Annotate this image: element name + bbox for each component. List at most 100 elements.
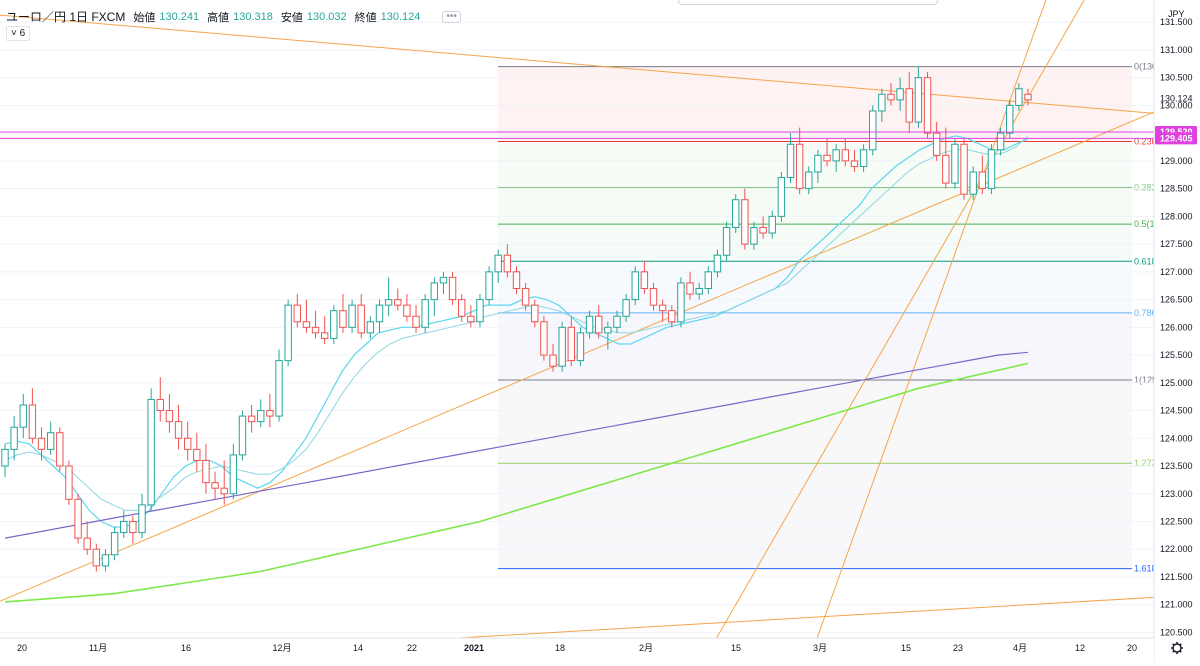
candle-body [969, 171, 977, 195]
candle-body [631, 271, 639, 301]
trendline-steep-1 [716, 0, 1085, 639]
candle-body [129, 520, 137, 534]
symbol-label[interactable]: ユーロ／円 1日 FXCM [6, 10, 126, 24]
time-axis-bg [0, 638, 1154, 661]
fib-band [498, 187, 1132, 225]
candle-body [722, 226, 731, 256]
price-tick-label: 121.500 [1160, 572, 1193, 582]
trendline-resistance [0, 14, 1155, 114]
candle-body [521, 287, 530, 306]
indicator-toggle[interactable]: ˅ 6 [6, 26, 31, 41]
price-tick-label: 129.000 [1160, 156, 1193, 166]
candle-body [887, 93, 895, 101]
low-label: 安値 [280, 11, 303, 24]
open-value: 130.241 [159, 10, 200, 23]
candle-body [658, 304, 667, 312]
fib-level-label: 1.618 [1134, 564, 1157, 574]
candle-body [896, 88, 904, 101]
candle-body [266, 410, 274, 417]
candle-body [174, 421, 183, 439]
candle-body [46, 432, 55, 450]
candle-body [74, 498, 82, 539]
candle-body [183, 437, 192, 450]
candle-body [777, 177, 786, 217]
candle-body [549, 354, 557, 367]
price-axis-bg [1154, 0, 1200, 661]
candle-body [677, 282, 685, 323]
candle-body [120, 520, 128, 534]
candle-body [366, 321, 375, 334]
price-tick-label: 122.000 [1160, 544, 1193, 554]
fib-band [498, 380, 1132, 464]
price-tick-label: 128.500 [1160, 184, 1193, 194]
gear-icon[interactable] [1171, 642, 1183, 654]
time-tick-label: 3月 [813, 643, 827, 653]
moving-average-line [4, 351, 1029, 539]
candle-body [604, 326, 612, 334]
candle-body [942, 154, 950, 184]
price-tick-label: 123.000 [1160, 489, 1193, 499]
price-tick-label: 127.000 [1160, 267, 1193, 277]
candle-body [476, 299, 484, 323]
horizontal-lines [0, 131, 1154, 139]
candle-body [37, 437, 46, 450]
time-tick-label: 15 [731, 643, 741, 653]
moving-averages [4, 135, 1029, 603]
price-tick-label: 120.500 [1160, 627, 1193, 637]
candles [1, 66, 1032, 572]
price-tick-label: 130.000 [1160, 100, 1193, 110]
low-value: 130.032 [306, 10, 347, 23]
candle-body [83, 537, 91, 550]
candle-body [814, 154, 822, 173]
time-tick-label: 20 [1127, 643, 1137, 653]
candle-body [28, 404, 37, 439]
candle-body [467, 315, 475, 323]
time-tick-label: 14 [353, 643, 363, 653]
candle-body [823, 154, 831, 162]
candle-body [110, 532, 119, 556]
high-label: 高値 [207, 11, 230, 24]
candle-body [869, 110, 877, 151]
last-price-label: 130.124 [1160, 94, 1193, 104]
candle-body [403, 304, 411, 317]
fib-level-label: 0.236 [1134, 136, 1157, 146]
price-tick-label: 127.500 [1160, 239, 1193, 249]
candle-body [384, 299, 393, 306]
price-tick-label: 121.000 [1160, 600, 1193, 610]
candle-body [795, 143, 804, 190]
fib-level-label: 0.5(1 [1134, 219, 1155, 229]
chart-legend: ユーロ／円 1日 FXCM 始値 130.241 高値 130.318 安値 130.… [6, 8, 461, 25]
candle-body [914, 77, 923, 123]
candle-body [1, 448, 9, 467]
moving-average-line [4, 135, 1029, 511]
price-tick-label: 123.500 [1160, 461, 1193, 471]
candle-body [348, 304, 356, 328]
candle-body [558, 326, 566, 367]
time-tick-label: 23 [953, 643, 963, 653]
price-tick-label: 126.000 [1160, 322, 1193, 332]
candle-body [430, 282, 438, 301]
time-tick-label: 12 [1075, 643, 1085, 653]
moving-average-line [4, 362, 1029, 603]
candle-body [485, 271, 493, 301]
candle-body [649, 287, 658, 306]
candle-body [165, 410, 174, 423]
fib-level-label: 1.272 [1134, 458, 1157, 468]
fib-level-label: 0(130 [1134, 62, 1157, 72]
candle-body [1024, 93, 1032, 101]
high-value: 130.318 [233, 10, 273, 23]
trendline-bottom [458, 596, 1155, 639]
candle-body [1015, 88, 1023, 106]
candle-body [421, 299, 429, 328]
moving-average-line [4, 135, 1029, 528]
candle-body [247, 415, 256, 423]
candle-body [841, 149, 850, 162]
top-toolbar-handle[interactable] [678, 0, 938, 5]
candle-body [10, 426, 18, 450]
candle-body [695, 287, 703, 295]
time-tick-label: 18 [555, 643, 565, 653]
more-options-icon[interactable]: ••• [442, 10, 461, 23]
candle-body [576, 332, 585, 362]
